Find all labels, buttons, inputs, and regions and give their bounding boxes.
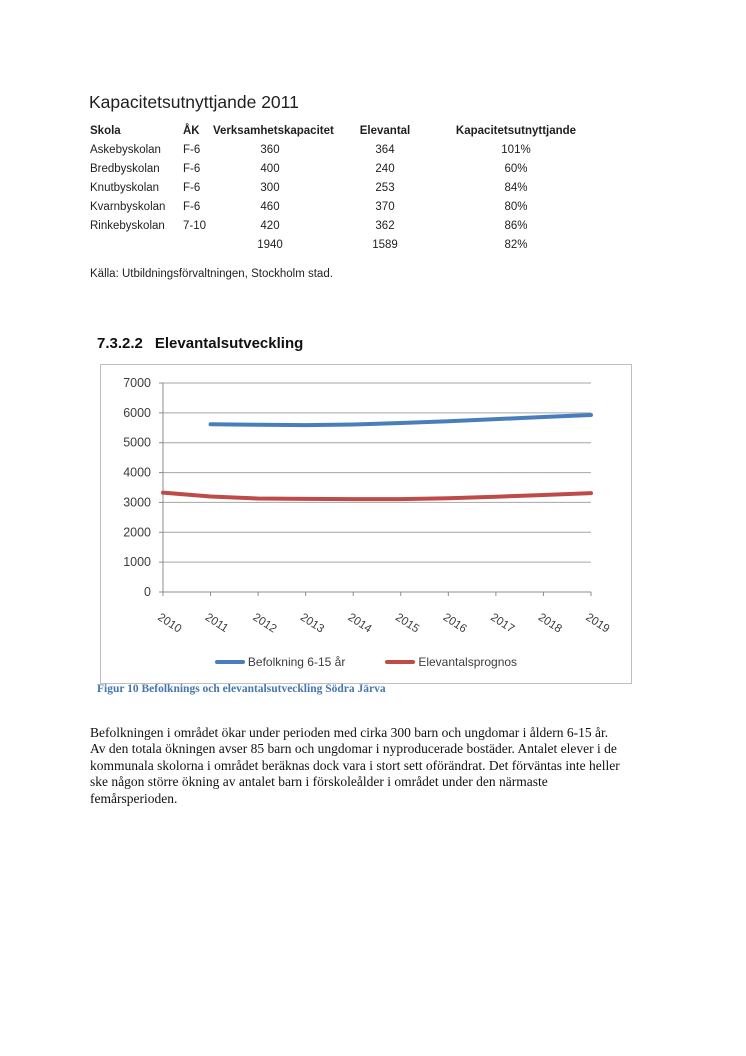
cell-kapacitet: 400 [260,162,280,175]
capacity-table: Skola ÅK Verksamhetskapacitet Elevantal … [90,121,592,254]
cell-utnyttjande: 101% [501,143,531,156]
svg-text:1000: 1000 [123,555,151,569]
svg-text:2012: 2012 [250,611,278,635]
table-row: Knutbyskolan F-6 300 253 84% [90,178,592,197]
svg-text:2018: 2018 [536,611,564,635]
cell-elevantal: 240 [375,162,395,175]
cell-skola: Rinkebyskolan [90,219,165,232]
cell-ak: 7-10 [183,219,207,232]
svg-text:2013: 2013 [298,611,326,635]
cell-elevantal: 253 [375,181,395,194]
section-title: Elevantalsutveckling [154,335,304,352]
cell-elevantal: 364 [375,143,395,156]
svg-text:3000: 3000 [123,495,151,509]
chart-legend: Befolkning 6-15 år Elevantalsprognos [101,655,631,669]
cell-kapacitet: 360 [260,143,280,156]
column-header-verksamhetskapacitet: Verksamhetskapacitet [213,124,334,137]
table-row: Rinkebyskolan 7-10 420 362 86% [90,216,592,235]
table-row: Kvarnbyskolan F-6 460 370 80% [90,197,592,216]
svg-text:4000: 4000 [123,466,151,480]
svg-text:2014: 2014 [346,611,374,635]
cell-skola: Askebyskolan [90,143,161,156]
svg-text:6000: 6000 [123,406,151,420]
section-heading: 7.3.2.2 Elevantalsutveckling [97,335,303,352]
svg-text:2000: 2000 [123,525,151,539]
svg-text:2015: 2015 [393,611,421,635]
cell-skola: Bredbyskolan [90,162,160,175]
chart-plot-area: 0 1000 2000 3000 4000 5000 6000 7000 2010 2011 201… [123,376,611,636]
svg-text:5000: 5000 [123,436,151,450]
legend-label-befolkning: Befolkning 6-15 år [247,655,346,669]
legend-swatch-befolkning-icon [214,660,245,664]
svg-text:2019: 2019 [583,611,611,635]
svg-text:2011: 2011 [203,611,230,635]
legend-item-befolkning: Befolkning 6-15 år [214,655,346,669]
column-header-skola: Skola [90,124,121,137]
table-total-row: 1940 1589 82% [90,235,592,254]
body-paragraph: Befolkningen i området ökar under period… [90,725,620,806]
cell-total-elevantal: 1589 [372,238,398,251]
table-header-row: Skola ÅK Verksamhetskapacitet Elevantal … [90,121,592,140]
table-row: Askebyskolan F-6 360 364 101% [90,140,592,159]
section-number: 7.3.2.2 [97,335,143,352]
cell-total-utnyttjande: 82% [504,238,528,251]
cell-skola: Knutbyskolan [90,181,160,194]
svg-text:7000: 7000 [123,376,151,390]
column-header-kapacitetsutnyttjande: Kapacitetsutnyttjande [455,124,577,137]
cell-elevantal: 362 [375,219,395,232]
cell-ak: F-6 [183,181,201,194]
cell-skola: Kvarnbyskolan [90,200,166,213]
cell-ak: F-6 [183,200,201,213]
figure-caption: Figur 10 Befolknings och elevantalsutvec… [97,683,386,695]
legend-item-elevantalsprognos: Elevantalsprognos [385,655,517,669]
page-title: Kapacitetsutnyttjande 2011 [89,92,299,112]
column-header-ak: ÅK [183,124,200,137]
svg-text:2017: 2017 [488,611,516,635]
column-header-elevantal: Elevantal [359,124,411,137]
cell-elevantal: 370 [375,200,395,213]
cell-utnyttjande: 86% [504,219,528,232]
svg-text:0: 0 [144,585,151,599]
legend-label-elevantalsprognos: Elevantalsprognos [418,655,518,669]
cell-kapacitet: 300 [260,181,280,194]
cell-kapacitet: 420 [260,219,280,232]
line-chart: 0 1000 2000 3000 4000 5000 6000 7000 2010 2011 201… [100,364,632,684]
source-note: Källa: Utbildningsförvaltningen, Stockho… [90,268,333,280]
cell-kapacitet: 460 [260,200,280,213]
cell-utnyttjande: 80% [504,200,528,213]
svg-text:2016: 2016 [441,611,469,635]
cell-utnyttjande: 60% [504,162,528,175]
table-row: Bredbyskolan F-6 400 240 60% [90,159,592,178]
legend-swatch-elevantalsprognos-icon [385,660,416,664]
cell-ak: F-6 [183,162,201,175]
svg-text:2010: 2010 [155,611,183,635]
cell-utnyttjande: 84% [504,181,528,194]
cell-total-kapacitet: 1940 [257,238,283,251]
cell-ak: F-6 [183,143,201,156]
